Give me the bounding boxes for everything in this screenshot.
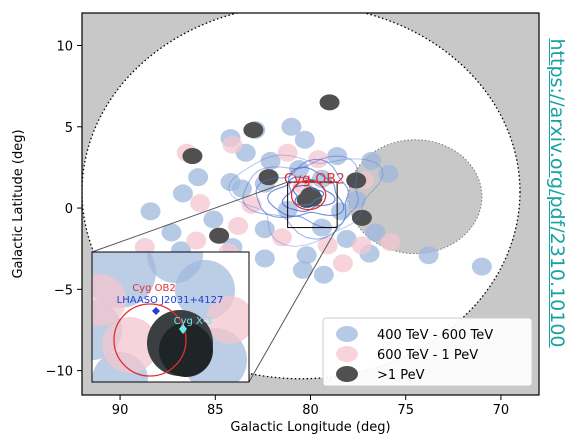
series-0-point-9 [188, 168, 209, 187]
inset-blue-5 [147, 252, 203, 283]
zoom-line-bottom [248, 227, 338, 383]
series-2-point-9 [209, 227, 230, 244]
legend-marker-0 [336, 326, 358, 342]
x-axis-label: Galactic Longitude (deg) [230, 420, 390, 435]
series-1-point-15 [332, 254, 353, 273]
series-1-point-11 [351, 236, 372, 255]
series-0-point-5 [260, 151, 281, 170]
contour-4 [281, 176, 336, 212]
series-2-point-2 [319, 94, 340, 111]
series-0-point-21 [365, 223, 386, 242]
series-0-point-2 [294, 130, 315, 149]
inset-cygx3-marker [179, 324, 187, 334]
series-0-point-28 [292, 260, 313, 279]
inset-frame [91, 251, 250, 383]
zoom-line-top [91, 181, 288, 253]
zoom-box [287, 181, 338, 229]
y-tick-label-1: 5 [65, 121, 73, 136]
x-tick-label-2: 80 [302, 403, 319, 418]
series-0-point-19 [254, 220, 275, 239]
y-tick-label-4: −10 [46, 365, 73, 380]
series-0-point-29 [313, 265, 334, 284]
legend-label-2: >1 PeV [377, 368, 425, 383]
contour-0 [228, 154, 384, 248]
series-0-point-14 [172, 184, 193, 203]
series-0-point-33 [140, 202, 161, 221]
inset-label-cyg-ob2: Cyg OB2 [132, 283, 176, 294]
legend-label-1: 600 TeV - 1 PeV [377, 348, 478, 363]
arxiv-link-text[interactable]: https://arxiv.org/pdf/2310.10100 [546, 38, 568, 348]
series-1-point-10 [317, 236, 338, 255]
inset-pink-2 [206, 296, 249, 344]
contour-5 [292, 184, 325, 206]
y-axis-label: Galactic Latitude (deg) [11, 129, 26, 278]
y-tick-label-0: 10 [56, 40, 73, 55]
inset-label-lhaaso: LHAASO J2031+4127 [117, 295, 224, 306]
cyg-ob2-circle [290, 179, 327, 211]
y-tick-label-3: −5 [54, 283, 73, 298]
series-0-point-7 [361, 151, 382, 170]
series-1-point-2 [277, 143, 298, 162]
series-0-point-0 [281, 117, 302, 136]
contour-1 [242, 155, 359, 240]
inset-cyg-ob2-circle [113, 303, 187, 377]
series-1-point-8 [228, 216, 249, 235]
series-2-point-1 [182, 148, 203, 165]
inset-lhaaso-marker [152, 307, 160, 315]
inset-pink-0 [92, 274, 126, 326]
series-0-point-30 [471, 257, 492, 276]
series-2-point-0 [243, 122, 264, 139]
series-1-point-4 [190, 194, 211, 213]
series-0-point-22 [336, 229, 357, 248]
inset-pink-1 [102, 317, 158, 373]
series-0-point-27 [254, 249, 275, 268]
series-0-point-17 [330, 202, 351, 221]
series-0-point-12 [378, 164, 399, 183]
legend-marker-2 [336, 366, 358, 382]
series-0-point-15 [346, 190, 367, 209]
series-0-point-23 [161, 223, 182, 242]
series-0-point-8 [311, 169, 332, 188]
series-0-point-18 [203, 210, 224, 229]
series-0-point-13 [231, 179, 252, 198]
series-2-point-8 [351, 209, 372, 226]
series-0-point-6 [289, 160, 310, 179]
legend-box [322, 317, 533, 387]
series-1-point-13 [186, 231, 207, 250]
series-1-point-5 [241, 195, 262, 214]
series-1-point-12 [380, 233, 401, 252]
series-0-point-25 [296, 246, 317, 265]
series-1-point-0 [222, 135, 243, 154]
legend-label-0: 400 TeV - 600 TeV [377, 328, 493, 343]
annotation-cyg-ob2: Cyg OB2 [284, 172, 345, 188]
legend-marker-1 [336, 346, 358, 362]
y-tick-label-2: 0 [65, 202, 73, 217]
x-tick-label-3: 75 [397, 403, 414, 418]
arxiv-link[interactable]: https://arxiv.org/pdf/2310.10100 [545, 18, 569, 368]
x-tick-label-1: 85 [207, 403, 224, 418]
inset-dark-1 [159, 323, 213, 377]
x-tick-label-0: 90 [112, 403, 129, 418]
series-1-point-9 [271, 228, 292, 247]
inset-label-cygx3: Cyg X-3 [174, 316, 213, 327]
series-0-point-31 [418, 246, 439, 265]
x-tick-label-4: 70 [493, 403, 510, 418]
